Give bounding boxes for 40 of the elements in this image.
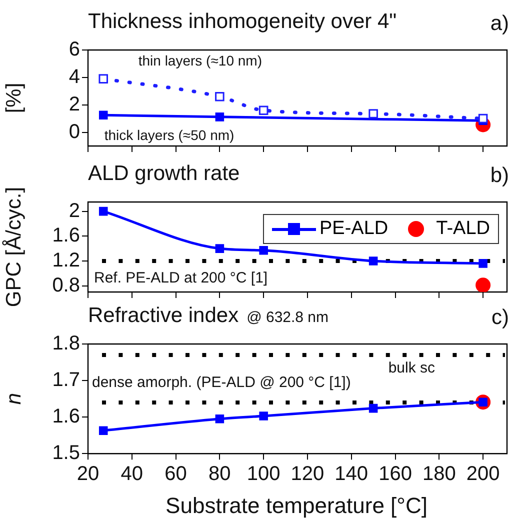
chart-title: Thickness inhomogeneity over 4" <box>88 10 397 34</box>
x-tick-label: 20 <box>76 463 100 486</box>
text: b) <box>490 164 509 188</box>
x-tick-label: 120 <box>290 463 324 486</box>
y-tick-label: 0 <box>68 120 80 143</box>
ref-line-label: Ref. PE-ALD at 200 °C [1] <box>94 270 268 287</box>
y-tick-label: 1.7 <box>52 369 80 392</box>
x-axis-title: Substrate temperature [°C] <box>166 492 428 518</box>
y-tick-label: 2 <box>68 93 80 116</box>
y-axis-title: n <box>2 392 26 405</box>
chart-title: Refractive index <box>88 304 239 327</box>
series-label: thin layers (≈10 nm) <box>138 52 262 69</box>
y-tick-label: 4 <box>68 66 80 88</box>
y-tick-label: 1.6 <box>52 224 80 247</box>
x-tick-label: 140 <box>334 463 368 486</box>
text: c) <box>492 306 509 330</box>
y-tick-label: 0.8 <box>52 274 80 296</box>
y-tick-label: 6 <box>68 38 80 61</box>
y-tick-label: 1.5 <box>52 442 80 464</box>
chart-subtitle: @ 632.8 nm <box>246 309 329 326</box>
x-tick-label: 60 <box>164 463 187 486</box>
y-axis-title: GPC [Å/cyc.] <box>1 186 26 308</box>
legend-label: PE-ALD <box>320 218 388 240</box>
x-tick-label: 180 <box>422 463 456 486</box>
y-tick-label: 1.2 <box>52 249 80 272</box>
ref-line-label: bulk sc <box>388 360 436 377</box>
x-tick-label: 200 <box>466 463 500 486</box>
series-label: thick layers (≈50 nm) <box>104 127 234 143</box>
y-tick-label: 2 <box>68 200 80 222</box>
y-tick-label: 1.6 <box>52 406 80 428</box>
ref-line-label: dense amorph. (PE-ALD @ 200 °C [1]) <box>92 374 351 392</box>
x-tick-label: 160 <box>378 463 412 486</box>
x-tick-label: 80 <box>208 463 231 486</box>
x-tick-label: 40 <box>120 463 144 486</box>
text: a) <box>490 12 509 36</box>
y-tick-label: 1.8 <box>52 332 80 355</box>
legend-label: T-ALD <box>436 218 490 240</box>
y-axis-title: [%] <box>2 82 26 114</box>
chart-title: ALD growth rate <box>88 162 240 186</box>
x-tick-label: 100 <box>246 463 280 486</box>
